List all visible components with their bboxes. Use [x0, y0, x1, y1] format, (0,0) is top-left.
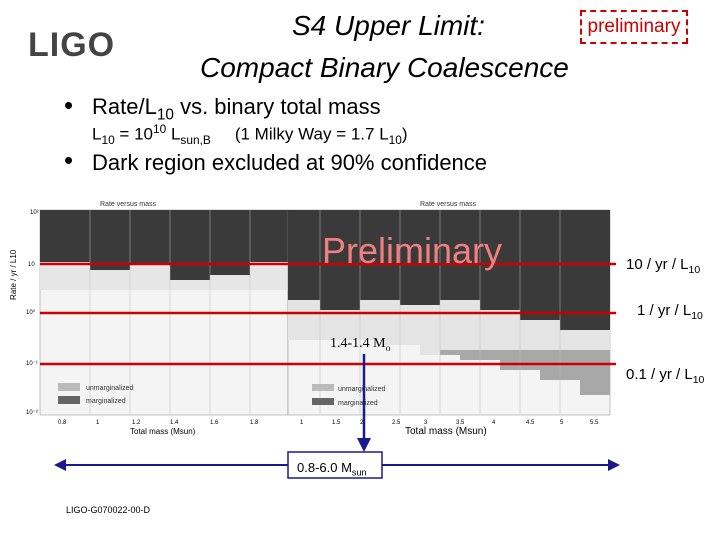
legend-swatch-unmarginalized	[58, 383, 80, 391]
x-tick: 1.6	[210, 420, 219, 426]
x-tick: 1.8	[250, 420, 259, 426]
x-tick: 5	[560, 420, 564, 426]
right-x-axis-label: Total mass (Msun)	[405, 426, 487, 437]
rate-vs-mass-plot: Rate / yr / L10 10² 10 10⁰ 10⁻¹ 10⁻² Rat…	[9, 201, 620, 479]
rate-label-1: 1 / yr / L10	[637, 302, 703, 322]
y-tick: 10⁰	[26, 309, 36, 316]
marginal-band-left	[40, 262, 288, 290]
legend-marginalized: marginalized	[86, 398, 126, 405]
bullet-icon: •	[64, 90, 74, 120]
x-tick: 1.4	[170, 420, 179, 426]
marginal-band-right	[288, 300, 610, 395]
rate-label-0.1: 0.1 / yr / L10	[626, 366, 705, 386]
range-label-box	[287, 451, 383, 479]
preliminary-tag: preliminary	[580, 10, 688, 44]
x-tick: 3.5	[456, 420, 465, 426]
rate-label-10: 10 / yr / L10	[626, 256, 701, 276]
legend-swatch-marginalized	[312, 398, 334, 405]
excluded-region-left	[40, 210, 288, 280]
right-plot-title: Rate versus mass	[420, 201, 477, 208]
left-plot-title: Rate versus mass	[100, 201, 157, 208]
x-tick: 2.5	[392, 420, 401, 426]
y-tick: 10²	[30, 210, 39, 216]
legend-unmarginalized: unmarginalized	[86, 385, 134, 392]
legend-marginalized: marginalized	[338, 400, 378, 407]
bullet-dark-region: Dark region excluded at 90% confidence	[92, 150, 488, 175]
y-tick: 10⁻¹	[26, 361, 38, 367]
legend-swatch-unmarginalized	[312, 384, 334, 391]
ligo-logo: LIGO	[28, 26, 116, 64]
x-tick: 1.5	[332, 420, 341, 426]
marginal-band-dark	[440, 350, 610, 395]
x-tick: 1.2	[132, 420, 141, 426]
mass-arrow-head-icon	[357, 438, 371, 452]
y-axis-label: Rate / yr / L10	[9, 249, 18, 300]
range-arrow-right-icon	[608, 459, 620, 471]
mass-range-label: 0.8-6.0 Msun	[297, 460, 367, 478]
legend-swatch-marginalized	[58, 396, 80, 404]
l10-definition: L10 = 1010 Lsun,B (1 Milky Way = 1.7 L10)	[92, 122, 408, 148]
x-tick: 3	[424, 420, 428, 426]
x-tick: 1	[96, 420, 100, 426]
y-tick: 10⁻²	[26, 410, 38, 416]
preliminary-stamp: Preliminary	[322, 230, 503, 271]
bullet-icon: •	[64, 145, 74, 175]
left-x-axis-label: Total mass (Msun)	[130, 427, 196, 436]
slide-title-line2: Compact Binary Coalescence	[200, 52, 569, 83]
bullet-rate-vs-mass: Rate/L10 vs. binary total mass	[92, 94, 381, 124]
y-tick: 10	[28, 262, 35, 268]
x-tick: 1	[300, 420, 304, 426]
slide-title-line1: S4 Upper Limit:	[292, 10, 485, 41]
mass-label-1.4-1.4: 1.4-1.4 Mo	[330, 336, 391, 354]
x-tick: 4.5	[526, 420, 535, 426]
x-tick: 0.8	[58, 420, 67, 426]
document-id: LIGO-G070022-00-D	[66, 505, 151, 515]
legend-unmarginalized: unmarginalized	[338, 386, 386, 393]
range-arrow-left-icon	[54, 459, 66, 471]
x-tick: 2	[360, 420, 364, 426]
x-tick: 5.5	[590, 420, 599, 426]
x-tick: 4	[492, 420, 496, 426]
